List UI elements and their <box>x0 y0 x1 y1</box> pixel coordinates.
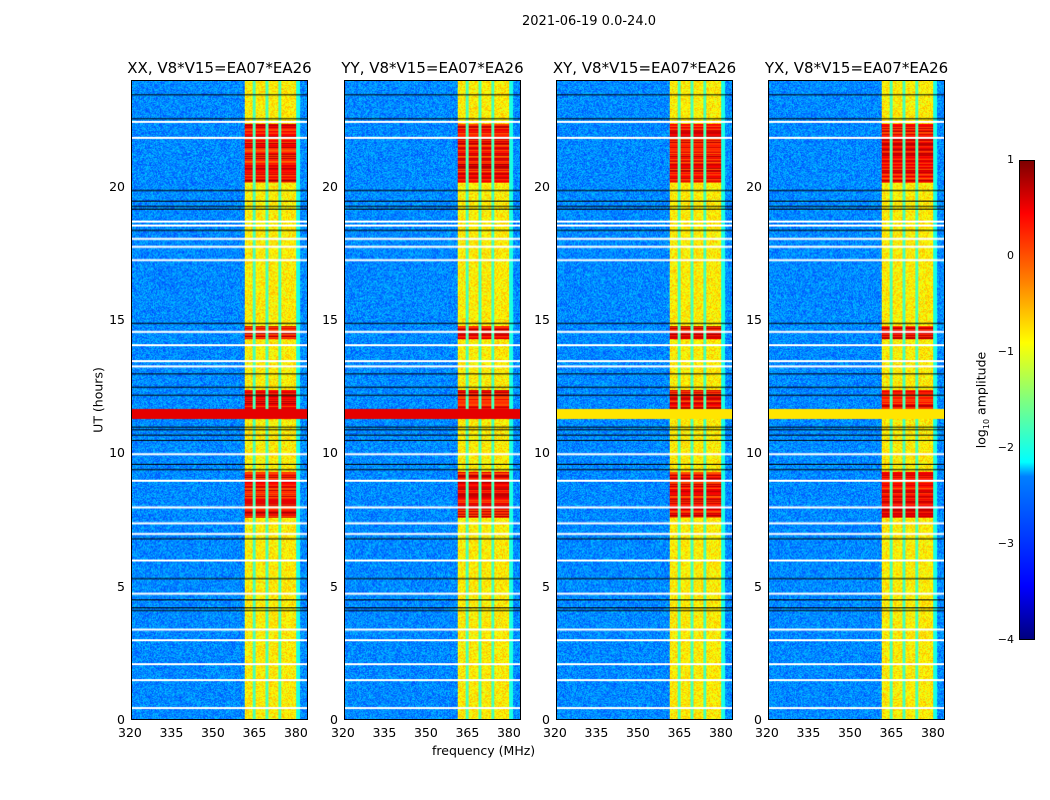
x-tick-label: 335 <box>159 725 184 740</box>
heatmap-cells <box>557 81 732 719</box>
figure-title: 2021-06-19 0.0-24.0 <box>522 14 656 29</box>
y-tick-label: 10 <box>109 445 125 461</box>
x-tick-label: 320 <box>118 725 142 740</box>
x-tick-label: 380 <box>496 725 521 740</box>
y-tick-label: 0 <box>330 712 338 727</box>
colorbar-tick-label: −4 <box>997 633 1014 646</box>
colorbar-tick-label: −3 <box>997 537 1014 550</box>
panel-title: YY, V8*V15=EA07*EA26 <box>341 59 524 77</box>
x-tick-label: 380 <box>708 725 733 740</box>
y-tick-label: 15 <box>322 312 338 327</box>
y-tick-label: 0 <box>542 712 550 727</box>
y-tick-label: 10 <box>322 445 338 461</box>
panel-title: XY, V8*V15=EA07*EA26 <box>552 59 737 77</box>
x-tick-label: 335 <box>584 725 609 740</box>
colorbar-label: log10 amplitude <box>973 351 991 449</box>
y-tick-label: 5 <box>542 578 550 594</box>
y-tick-label: 20 <box>322 178 338 194</box>
y-tick-label: 20 <box>534 178 550 194</box>
y-tick-label: 15 <box>534 312 550 327</box>
x-tick-label: 380 <box>920 725 945 740</box>
heatmap-panel <box>768 80 945 720</box>
x-tick-label: 320 <box>331 725 355 740</box>
heatmap-cells <box>769 81 944 719</box>
x-tick-label: 350 <box>837 725 862 740</box>
y-tick-label: 10 <box>746 445 762 461</box>
x-tick-label: 350 <box>413 725 438 740</box>
x-tick-label: 320 <box>543 725 567 740</box>
y-tick-label: 15 <box>109 312 125 327</box>
y-tick-label: 5 <box>754 578 762 594</box>
panel-title: YX, V8*V15=EA07*EA26 <box>764 59 949 77</box>
colorbar <box>1019 160 1035 640</box>
x-tick-label: 380 <box>283 725 308 740</box>
y-tick-label: 20 <box>746 178 762 194</box>
x-tick-label: 350 <box>200 725 225 740</box>
colorbar-tick-label: 1 <box>1007 153 1014 166</box>
x-tick-label: 365 <box>455 725 480 740</box>
y-tick-label: 5 <box>117 578 125 594</box>
x-tick-label: 350 <box>625 725 650 740</box>
y-axis-label: UT (hours) <box>90 367 106 433</box>
heatmap-panel <box>556 80 733 720</box>
x-axis-label: frequency (MHz) <box>432 743 536 758</box>
x-tick-label: 365 <box>879 725 904 740</box>
heatmap-cells <box>132 81 307 719</box>
x-tick-label: 335 <box>372 725 397 740</box>
y-tick-label: 5 <box>330 578 338 594</box>
heatmap-panel <box>131 80 308 720</box>
y-tick-label: 15 <box>746 312 762 327</box>
x-tick-label: 365 <box>242 725 267 740</box>
colorbar-tick-label: −1 <box>997 345 1014 358</box>
y-tick-label: 0 <box>117 712 125 727</box>
x-tick-label: 320 <box>755 725 779 740</box>
y-tick-label: 0 <box>754 712 762 727</box>
y-tick-label: 20 <box>109 178 125 194</box>
x-tick-label: 365 <box>667 725 692 740</box>
heatmap-panel <box>344 80 521 720</box>
y-tick-label: 10 <box>534 445 550 461</box>
heatmap-cells <box>345 81 520 719</box>
x-tick-label: 335 <box>796 725 821 740</box>
colorbar-tick-label: 0 <box>1007 249 1014 262</box>
colorbar-tick-label: −2 <box>997 441 1014 454</box>
panel-title: XX, V8*V15=EA07*EA26 <box>127 59 312 77</box>
